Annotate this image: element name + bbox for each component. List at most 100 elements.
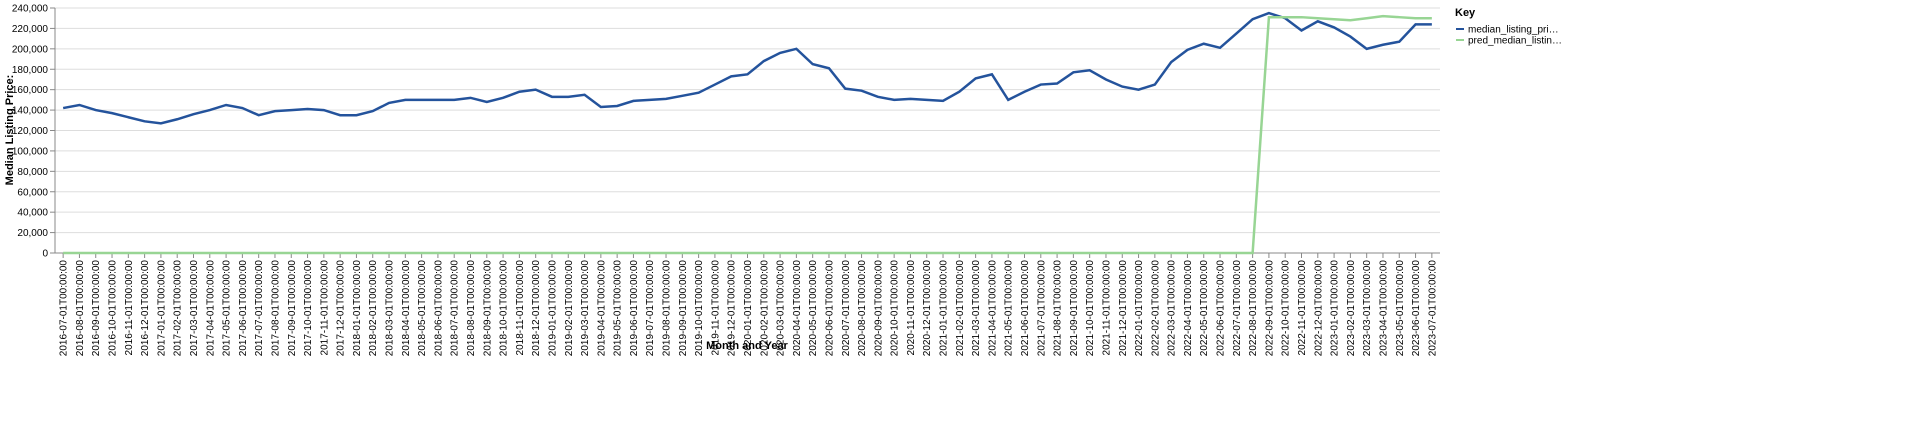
x-tick-label: 2017-05-01T00:00:00 [222, 260, 233, 357]
x-tick-label: 2023-07-01T00:00:00 [1427, 260, 1438, 357]
x-tick-label: 2023-05-01T00:00:00 [1395, 260, 1406, 357]
x-tick-label: 2019-01-01T00:00:00 [547, 260, 558, 357]
y-tick-label: 100,000 [12, 146, 49, 157]
x-tick-label: 2020-02-01T00:00:00 [759, 260, 770, 357]
x-tick-label: 2018-10-01T00:00:00 [499, 260, 510, 357]
x-tick-label: 2018-09-01T00:00:00 [482, 260, 493, 357]
y-tick-label: 0 [42, 249, 48, 260]
y-tick-label: 20,000 [17, 228, 48, 239]
x-tick-label: 2017-11-01T00:00:00 [319, 260, 330, 356]
x-tick-label: 2017-01-01T00:00:00 [156, 260, 167, 357]
x-tick-label: 2021-01-01T00:00:00 [939, 260, 950, 357]
x-tick-label: 2017-10-01T00:00:00 [303, 260, 314, 357]
series-line [62, 11, 1432, 125]
x-axis-title: Month and Year [706, 340, 788, 352]
x-tick-label: 2021-06-01T00:00:00 [1020, 260, 1031, 357]
x-tick-label: 2016-12-01T00:00:00 [140, 260, 151, 357]
x-tick-label: 2017-02-01T00:00:00 [173, 260, 184, 357]
x-tick-label: 2016-07-01T00:00:00 [59, 260, 70, 357]
x-tick-label: 2021-04-01T00:00:00 [987, 260, 998, 357]
x-tick-label: 2019-05-01T00:00:00 [613, 260, 624, 357]
x-tick-label: 2022-10-01T00:00:00 [1281, 260, 1292, 357]
legend-label: median_listing_pri… [1468, 25, 1559, 36]
x-tick-label: 2020-08-01T00:00:00 [857, 260, 868, 357]
x-tick-label: 2023-04-01T00:00:00 [1378, 260, 1389, 357]
y-tick-label: 40,000 [17, 208, 48, 219]
x-tick-label: 2018-03-01T00:00:00 [385, 260, 396, 357]
x-tick-label: 2021-11-01T00:00:00 [1101, 260, 1112, 356]
x-tick-label: 2023-01-01T00:00:00 [1330, 260, 1341, 357]
x-tick-label: 2016-09-01T00:00:00 [91, 260, 102, 357]
x-tick-label: 2020-11-01T00:00:00 [906, 260, 917, 356]
x-tick-label: 2019-12-01T00:00:00 [727, 260, 738, 357]
x-tick-label: 2020-10-01T00:00:00 [890, 260, 901, 357]
x-tick-label: 2020-05-01T00:00:00 [808, 260, 819, 357]
x-tick-label: 2017-07-01T00:00:00 [254, 260, 265, 357]
x-tick-label: 2022-03-01T00:00:00 [1167, 260, 1178, 357]
x-tick-label: 2018-01-01T00:00:00 [352, 260, 363, 357]
x-tick-label: 2016-08-01T00:00:00 [75, 260, 86, 357]
x-tick-label: 2023-02-01T00:00:00 [1346, 260, 1357, 357]
x-tick-label: 2019-08-01T00:00:00 [662, 260, 673, 357]
x-tick-label: 2018-08-01T00:00:00 [466, 260, 477, 357]
x-tick-label: 2023-06-01T00:00:00 [1411, 260, 1422, 357]
x-tick-label: 2017-06-01T00:00:00 [238, 260, 249, 357]
y-tick-label: 160,000 [12, 85, 49, 96]
x-tick-label: 2019-07-01T00:00:00 [645, 260, 656, 357]
y-tick-label: 240,000 [12, 4, 49, 15]
x-tick-label: 2020-01-01T00:00:00 [743, 260, 754, 357]
x-tick-label: 2016-11-01T00:00:00 [124, 260, 135, 356]
y-tick-label: 60,000 [17, 187, 48, 198]
x-tick-label: 2020-03-01T00:00:00 [776, 260, 787, 357]
x-tick-label: 2017-03-01T00:00:00 [189, 260, 200, 357]
x-tick-label: 2022-02-01T00:00:00 [1150, 260, 1161, 357]
x-tick-label: 2020-12-01T00:00:00 [922, 260, 933, 357]
x-tick-label: 2018-12-01T00:00:00 [531, 260, 542, 357]
x-tick-label: 2016-10-01T00:00:00 [108, 260, 119, 357]
x-tick-label: 2019-06-01T00:00:00 [629, 260, 640, 357]
x-tick-label: 2022-11-01T00:00:00 [1297, 260, 1308, 356]
x-tick-label: 2021-02-01T00:00:00 [955, 260, 966, 357]
y-tick-label: 120,000 [12, 126, 49, 137]
y-tick-label: 200,000 [12, 44, 49, 55]
x-tick-label: 2021-03-01T00:00:00 [971, 260, 982, 357]
x-tick-label: 2017-08-01T00:00:00 [270, 260, 281, 357]
x-tick-label: 2020-07-01T00:00:00 [841, 260, 852, 357]
legend-label: pred_median_listin… [1468, 36, 1562, 47]
y-tick-label: 140,000 [12, 106, 49, 117]
y-tick-label: 80,000 [17, 167, 48, 178]
y-tick-label: 220,000 [12, 24, 49, 35]
series-line [63, 14, 1432, 255]
x-tick-label: 2018-04-01T00:00:00 [401, 260, 412, 357]
x-tick-label: 2021-10-01T00:00:00 [1085, 260, 1096, 357]
x-tick-label: 2022-04-01T00:00:00 [1183, 260, 1194, 357]
x-tick-label: 2019-10-01T00:00:00 [694, 260, 705, 357]
x-tick-label: 2022-08-01T00:00:00 [1248, 260, 1259, 357]
x-tick-label: 2022-01-01T00:00:00 [1134, 260, 1145, 357]
x-tick-label: 2018-05-01T00:00:00 [417, 260, 428, 357]
x-tick-label: 2018-06-01T00:00:00 [433, 260, 444, 357]
x-tick-label: 2023-03-01T00:00:00 [1362, 260, 1373, 357]
x-tick-label: 2022-12-01T00:00:00 [1313, 260, 1324, 357]
y-axis-title: Median Listing Price: [4, 75, 16, 186]
x-tick-label: 2021-12-01T00:00:00 [1118, 260, 1129, 357]
legend-title: Key [1455, 7, 1476, 19]
x-tick-label: 2019-04-01T00:00:00 [596, 260, 607, 357]
x-tick-label: 2017-12-01T00:00:00 [336, 260, 347, 357]
x-tick-label: 2019-02-01T00:00:00 [564, 260, 575, 357]
x-tick-label: 2022-06-01T00:00:00 [1216, 260, 1227, 357]
x-tick-label: 2021-08-01T00:00:00 [1053, 260, 1064, 357]
x-tick-label: 2022-05-01T00:00:00 [1199, 260, 1210, 357]
y-tick-label: 180,000 [12, 65, 49, 76]
x-tick-label: 2020-09-01T00:00:00 [873, 260, 884, 357]
x-tick-label: 2017-09-01T00:00:00 [287, 260, 298, 357]
x-tick-label: 2017-04-01T00:00:00 [205, 260, 216, 357]
x-tick-label: 2019-09-01T00:00:00 [678, 260, 689, 357]
x-tick-label: 2018-11-01T00:00:00 [515, 260, 526, 356]
x-tick-label: 2021-07-01T00:00:00 [1036, 260, 1047, 357]
x-tick-label: 2022-09-01T00:00:00 [1264, 260, 1275, 357]
x-tick-label: 2018-02-01T00:00:00 [368, 260, 379, 357]
x-tick-label: 2020-06-01T00:00:00 [824, 260, 835, 357]
